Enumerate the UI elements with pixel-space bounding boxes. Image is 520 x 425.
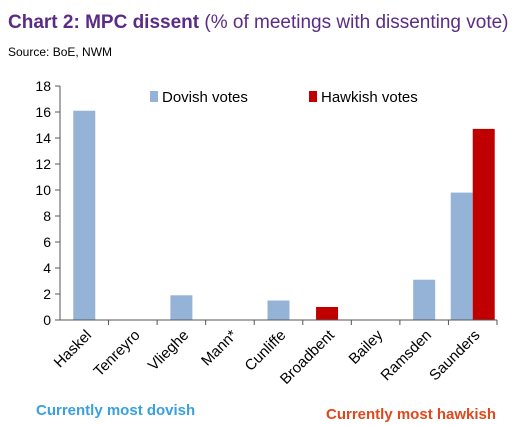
legend-label: Dovish votes	[162, 89, 248, 106]
most-dovish-note: Currently most dovish	[36, 402, 196, 419]
legend-swatch	[150, 91, 158, 102]
most-hawkish-note: Currently most hawkish	[326, 406, 497, 423]
y-tick-label: 6	[43, 234, 51, 250]
bars	[73, 110, 495, 320]
chart-source: Source: BoE, NWM	[8, 45, 113, 59]
chart-title: Chart 2: MPC dissent (% of meetings with…	[8, 12, 509, 34]
dovish-bar-vlieghe	[170, 295, 193, 320]
dovish-bar-saunders	[450, 192, 473, 320]
y-axis-ticks: 0 2 4 6 8 10 12 14 16 18	[35, 78, 60, 328]
dovish-bar-ramsden	[413, 279, 436, 320]
x-tick-label: Tenreyro	[90, 327, 143, 380]
dovish-bar-cunliffe	[267, 300, 290, 320]
legend: Dovish votes Hawkish votes	[150, 89, 418, 106]
y-tick-label: 4	[43, 260, 51, 276]
y-tick-label: 8	[43, 208, 51, 224]
y-tick-label: 12	[35, 156, 51, 172]
legend-label: Hawkish votes	[321, 89, 418, 106]
x-tick-label: Haskel	[51, 327, 95, 371]
x-tick-label: Vlieghe	[145, 327, 192, 374]
x-tick-label: Broadbent	[277, 326, 339, 388]
x-tick-label: Bailey	[346, 326, 387, 367]
x-tick-label: Ramsden	[378, 327, 435, 384]
y-tick-label: 14	[35, 130, 51, 146]
hawkish-bar-saunders	[472, 128, 495, 320]
legend-swatch	[309, 91, 317, 102]
y-tick-label: 16	[35, 104, 51, 120]
hawkish-bar-broadbent	[316, 307, 339, 320]
chart-title-bold: Chart 2: MPC dissent	[8, 12, 200, 33]
x-tick-label: Mann*	[198, 327, 241, 370]
chart-title-rest: (% of meetings with dissenting vote)	[199, 12, 509, 33]
y-tick-label: 0	[43, 312, 51, 328]
x-tick-label: Saunders	[426, 327, 483, 384]
dovish-bar-haskel	[73, 110, 96, 320]
y-tick-label: 18	[35, 78, 51, 94]
y-tick-label: 2	[43, 286, 51, 302]
x-tick-label: Cunliffe	[242, 327, 290, 375]
y-tick-label: 10	[35, 182, 51, 198]
